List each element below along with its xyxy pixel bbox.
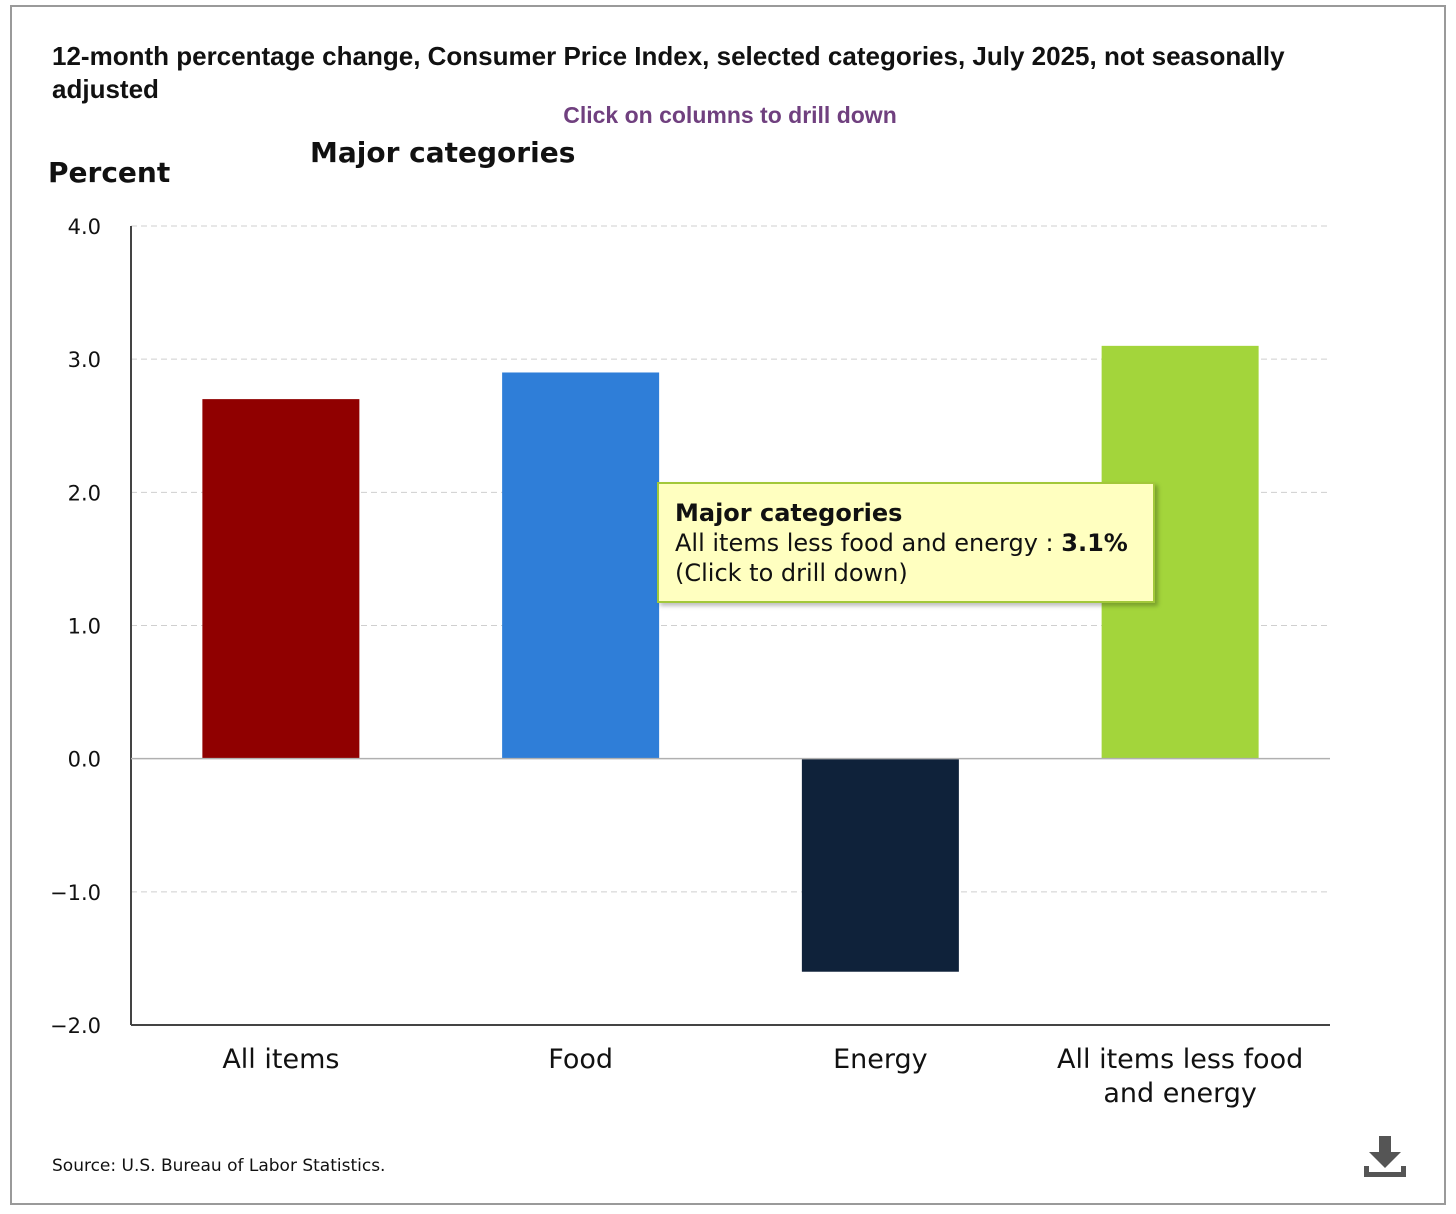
y-tick-label: 2.0 xyxy=(68,481,101,505)
y-tick-label: 1.0 xyxy=(68,615,101,639)
x-tick-label: All items xyxy=(222,1044,339,1075)
chart-title: 12-month percentage change, Consumer Pri… xyxy=(52,41,1285,104)
y-tick-label: −1.0 xyxy=(50,881,101,905)
tooltip-label: All items less food and energy xyxy=(675,529,1038,557)
y-tick-label: 0.0 xyxy=(68,748,101,772)
tooltip-action: (Click to drill down) xyxy=(675,559,908,587)
bar[interactable] xyxy=(202,399,360,759)
y-axis-title: Percent xyxy=(48,156,171,189)
tooltip-line: All items less food and energy : 3.1% xyxy=(675,528,1137,558)
drill-down-hint: Click on columns to drill down xyxy=(563,102,897,128)
download-button[interactable] xyxy=(1360,1134,1410,1182)
x-tick-label: All items less food and energy xyxy=(1057,1044,1303,1109)
y-tick-label: −2.0 xyxy=(50,1014,101,1038)
chart-subtitle: Major categories xyxy=(310,136,576,169)
bar-tooltip: Major categories All items less food and… xyxy=(657,482,1155,603)
bar[interactable] xyxy=(502,372,660,759)
download-icon xyxy=(1364,1136,1406,1177)
y-tick-label: 4.0 xyxy=(68,215,101,239)
x-tick-label: Food xyxy=(548,1044,613,1075)
tooltip-separator: : xyxy=(1037,529,1062,557)
tooltip-heading: Major categories xyxy=(675,499,903,527)
bar[interactable] xyxy=(801,758,959,972)
x-tick-label: Energy xyxy=(833,1044,928,1075)
source-note: Source: U.S. Bureau of Labor Statistics. xyxy=(52,1156,386,1176)
y-tick-label: 3.0 xyxy=(68,348,101,372)
tooltip-value: 3.1% xyxy=(1061,529,1128,557)
